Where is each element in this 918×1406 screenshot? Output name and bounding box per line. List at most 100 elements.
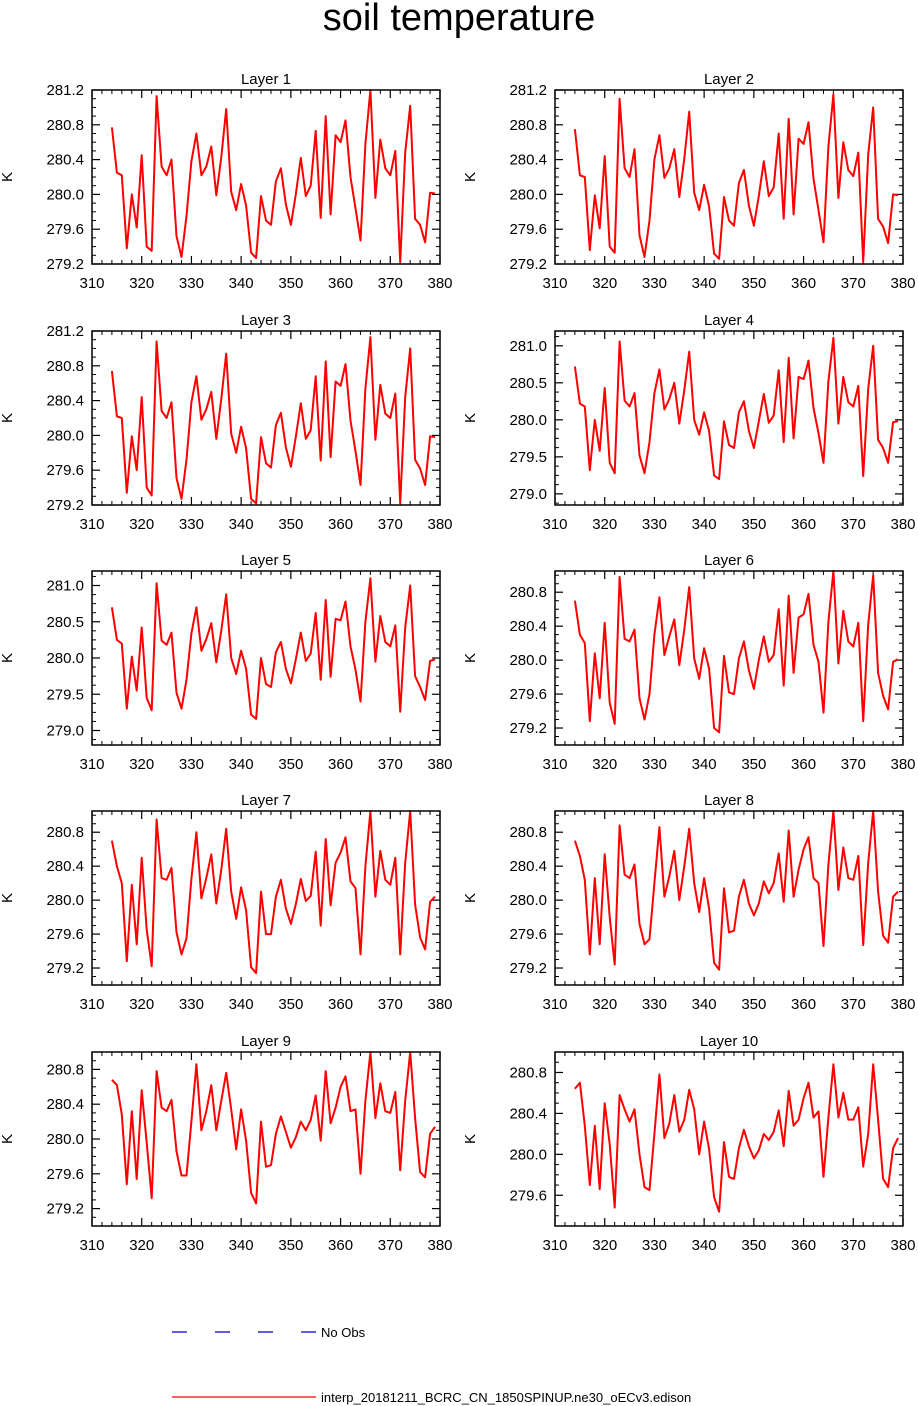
y-tick-label: 280.8 bbox=[46, 824, 84, 841]
y-tick-label: 280.8 bbox=[509, 1064, 547, 1081]
plot-frame bbox=[554, 810, 904, 986]
legend-label: No Obs bbox=[321, 1325, 366, 1340]
panel-title: Layer 9 bbox=[241, 1033, 291, 1050]
y-tick-label: 280.4 bbox=[509, 152, 547, 169]
panel-layer-4: Layer 4 K 310 320 330 340 350 360 370 380 281.0 280… bbox=[462, 312, 916, 533]
y-tick-label: 279.6 bbox=[46, 221, 84, 238]
panel-layer-1: Layer 1 K 310 320 330 340 350 360 370 380 281.2 280… bbox=[0, 71, 453, 292]
y-tick-label: 279.0 bbox=[46, 723, 84, 740]
y-axis-label: K bbox=[462, 653, 479, 663]
plot-frame bbox=[91, 810, 441, 986]
y-tick-label: 279.5 bbox=[46, 686, 84, 703]
y-tick-label: 279.6 bbox=[509, 926, 547, 943]
x-tick-label: 380 bbox=[890, 1237, 915, 1254]
panel-layer-6: Layer 6 K 310 320 330 340 350 360 370 380 280.8 280… bbox=[462, 552, 916, 773]
y-tick-label: 280.8 bbox=[509, 824, 547, 841]
x-tick-label: 330 bbox=[642, 1237, 667, 1254]
x-tick-label: 330 bbox=[642, 516, 667, 533]
x-tick-label: 380 bbox=[890, 516, 915, 533]
panel-layer-2: Layer 2 K 310 320 330 340 350 360 370 380 281.2 280… bbox=[462, 71, 916, 292]
y-tick-label: 280.8 bbox=[46, 1061, 84, 1078]
x-tick-label: 370 bbox=[378, 275, 403, 292]
x-tick-label: 360 bbox=[791, 996, 816, 1013]
x-tick-label: 370 bbox=[378, 516, 403, 533]
y-tick-label: 280.0 bbox=[46, 1131, 84, 1148]
y-tick-label: 280.0 bbox=[46, 650, 84, 667]
y-tick-label: 279.5 bbox=[509, 449, 547, 466]
y-tick-label: 280.4 bbox=[509, 618, 547, 635]
x-tick-label: 310 bbox=[542, 996, 567, 1013]
x-tick-label: 370 bbox=[841, 1237, 866, 1254]
y-tick-label: 280.5 bbox=[46, 614, 84, 631]
panel-layer-8: Layer 8 K 310 320 330 340 350 360 370 380 280.8 280… bbox=[462, 792, 916, 1013]
panel-title: Layer 4 bbox=[704, 312, 754, 329]
series-line bbox=[574, 1063, 899, 1213]
y-tick-label: 281.2 bbox=[509, 82, 547, 99]
y-tick-label: 279.6 bbox=[509, 221, 547, 238]
plot-frame bbox=[91, 89, 441, 265]
panel-title: Layer 10 bbox=[700, 1033, 758, 1050]
series-line bbox=[573, 810, 899, 971]
x-tick-label: 340 bbox=[692, 756, 717, 773]
series-line bbox=[110, 89, 436, 264]
x-tick-label: 380 bbox=[427, 516, 452, 533]
x-tick-label: 350 bbox=[741, 275, 766, 292]
plot-frame bbox=[554, 570, 904, 746]
y-tick-label: 280.8 bbox=[46, 117, 84, 134]
y-tick-label: 280.4 bbox=[509, 1105, 547, 1122]
y-tick-label: 280.4 bbox=[46, 393, 84, 410]
x-tick-label: 310 bbox=[79, 1237, 104, 1254]
y-tick-label: 280.4 bbox=[46, 152, 84, 169]
panel-title: Layer 7 bbox=[241, 792, 291, 809]
x-tick-label: 330 bbox=[179, 756, 204, 773]
y-axis-label: K bbox=[462, 172, 479, 182]
x-tick-label: 370 bbox=[841, 516, 866, 533]
x-tick-label: 360 bbox=[328, 756, 353, 773]
x-tick-label: 350 bbox=[278, 756, 303, 773]
series-line bbox=[573, 570, 899, 734]
y-tick-label: 279.2 bbox=[46, 960, 84, 977]
x-tick-label: 320 bbox=[592, 1237, 617, 1254]
x-tick-label: 370 bbox=[378, 756, 403, 773]
y-tick-label: 280.4 bbox=[46, 1096, 84, 1113]
y-axis-label: K bbox=[0, 413, 16, 423]
x-tick-label: 310 bbox=[542, 275, 567, 292]
x-tick-label: 320 bbox=[129, 1237, 154, 1254]
x-tick-label: 380 bbox=[890, 275, 915, 292]
x-tick-label: 340 bbox=[692, 996, 717, 1013]
y-tick-label: 279.6 bbox=[509, 1187, 547, 1204]
x-tick-label: 330 bbox=[642, 275, 667, 292]
x-tick-label: 370 bbox=[378, 1237, 403, 1254]
x-tick-label: 330 bbox=[179, 1237, 204, 1254]
y-tick-label: 279.2 bbox=[509, 960, 547, 977]
x-tick-label: 350 bbox=[278, 996, 303, 1013]
x-tick-label: 310 bbox=[542, 756, 567, 773]
y-tick-label: 279.6 bbox=[46, 1166, 84, 1183]
x-tick-label: 340 bbox=[229, 275, 254, 292]
x-tick-label: 350 bbox=[741, 1237, 766, 1254]
panel-title: Layer 2 bbox=[704, 71, 754, 88]
plot-frame bbox=[554, 1051, 904, 1227]
panel-title: Layer 1 bbox=[241, 71, 291, 88]
y-tick-label: 280.0 bbox=[46, 892, 84, 909]
y-tick-label: 281.2 bbox=[46, 82, 84, 99]
y-tick-label: 280.0 bbox=[46, 186, 84, 203]
panel-title: Layer 3 bbox=[241, 312, 291, 329]
x-tick-label: 340 bbox=[692, 275, 717, 292]
panel-title: Layer 6 bbox=[704, 552, 754, 569]
x-tick-label: 320 bbox=[592, 996, 617, 1013]
plot-frame bbox=[554, 89, 904, 265]
panel-layer-7: Layer 7 K 310 320 330 340 350 360 370 380 280.8 280… bbox=[0, 792, 453, 1013]
x-tick-label: 340 bbox=[229, 756, 254, 773]
panel-layer-9: Layer 9 K 310 320 330 340 350 360 370 380 280.8 280… bbox=[0, 1033, 453, 1254]
x-tick-label: 380 bbox=[890, 996, 915, 1013]
x-tick-label: 320 bbox=[592, 516, 617, 533]
x-tick-label: 370 bbox=[841, 756, 866, 773]
x-tick-label: 320 bbox=[129, 996, 154, 1013]
panel-title: Layer 5 bbox=[241, 552, 291, 569]
y-tick-label: 280.4 bbox=[46, 858, 84, 875]
x-tick-label: 360 bbox=[328, 275, 353, 292]
y-tick-label: 279.0 bbox=[509, 486, 547, 503]
x-tick-label: 360 bbox=[791, 756, 816, 773]
series-line bbox=[110, 336, 436, 505]
